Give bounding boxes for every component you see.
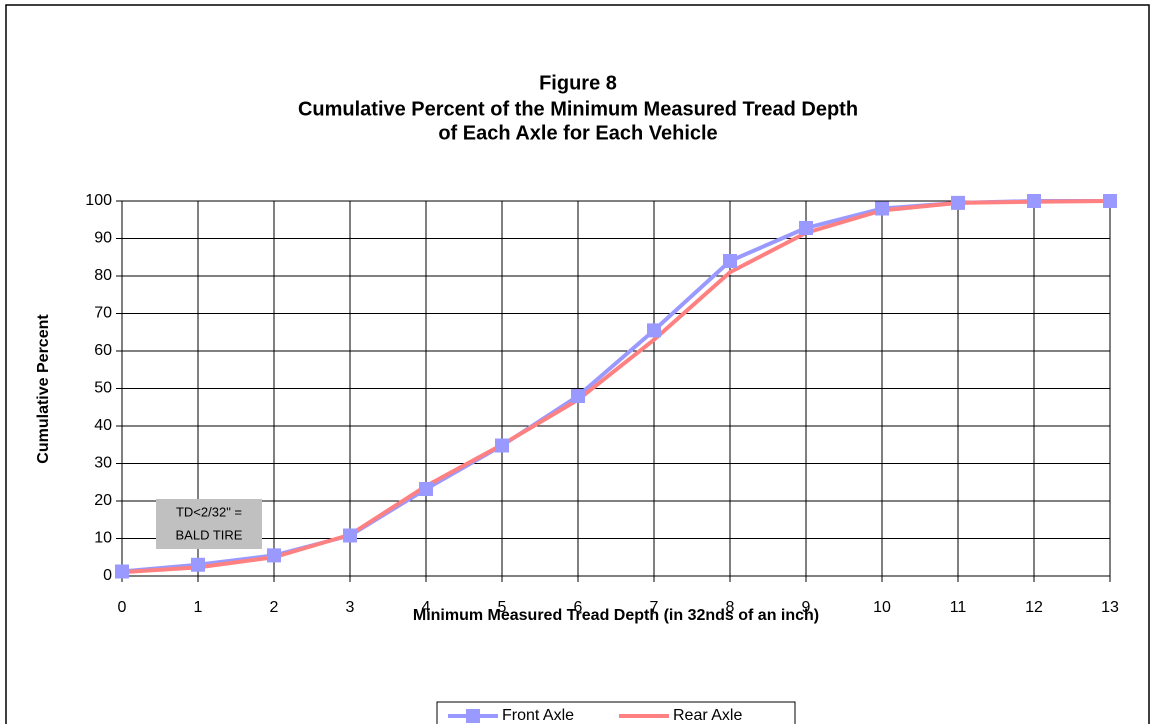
annotation-box xyxy=(156,499,262,549)
legend-label: Rear Axle xyxy=(673,707,742,724)
x-tick-label: 6 xyxy=(574,599,583,616)
x-tick-label: 0 xyxy=(118,599,127,616)
chart-title: Cumulative Percent of the Minimum Measur… xyxy=(298,98,858,120)
legend-marker xyxy=(466,709,480,723)
marker xyxy=(723,254,737,268)
x-tick-label: 13 xyxy=(1101,599,1119,616)
annotation: TD<2/32" = xyxy=(176,504,242,519)
marker xyxy=(875,201,889,216)
series-line xyxy=(121,199,1111,575)
x-tick-label: 1 xyxy=(194,599,203,616)
marker xyxy=(647,323,661,338)
y-tick-label: 30 xyxy=(94,455,112,472)
x-tick-label: 12 xyxy=(1025,599,1043,616)
annotation: BALD TIRE xyxy=(176,527,243,542)
y-tick-label: 10 xyxy=(94,530,112,547)
x-tick-label: 2 xyxy=(270,599,279,616)
y-tick-label: 20 xyxy=(94,492,112,509)
marker xyxy=(495,438,509,453)
y-tick-label: 50 xyxy=(94,380,112,397)
marker xyxy=(267,548,281,563)
marker xyxy=(1103,194,1117,208)
y-axis-title: Cumulative Percent xyxy=(35,314,52,464)
x-tick-label: 7 xyxy=(650,599,659,616)
marker xyxy=(343,528,357,543)
chart-title: Figure 8 xyxy=(539,72,617,94)
y-tick-label: 100 xyxy=(85,192,112,209)
y-tick-label: 0 xyxy=(103,567,112,584)
x-tick-label: 8 xyxy=(726,599,735,616)
legend-label: Front Axle xyxy=(502,707,574,724)
y-tick-label: 60 xyxy=(94,342,112,359)
x-axis-title: Minimum Measured Tread Depth (in 32nds o… xyxy=(413,607,819,624)
marker xyxy=(115,564,129,579)
y-tick-label: 70 xyxy=(94,305,112,322)
marker xyxy=(419,482,433,496)
marker xyxy=(1027,194,1041,208)
legend xyxy=(436,701,796,724)
marker xyxy=(799,221,813,235)
y-tick-label: 80 xyxy=(94,267,112,284)
y-tick-label: 90 xyxy=(94,230,112,247)
x-tick-label: 10 xyxy=(873,599,891,616)
x-tick-label: 11 xyxy=(950,599,967,616)
y-tick-label: 40 xyxy=(94,417,112,434)
x-tick-label: 3 xyxy=(346,599,355,616)
x-tick-label: 5 xyxy=(498,599,507,616)
chart-title: of Each Axle for Each Vehicle xyxy=(438,122,717,144)
marker xyxy=(951,195,965,210)
marker xyxy=(191,557,205,572)
marker xyxy=(571,389,585,403)
x-tick-label: 4 xyxy=(422,599,431,616)
x-tick-label: 9 xyxy=(802,599,811,616)
